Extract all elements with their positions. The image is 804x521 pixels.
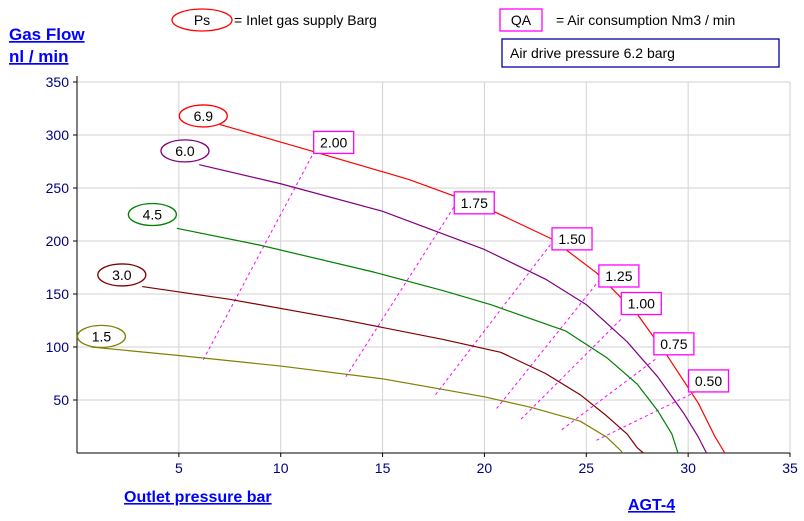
curve-label-text-1: 6.0 (175, 143, 195, 159)
qa-label-box-1 (453, 191, 495, 215)
y-tick-label-4: 250 (46, 180, 70, 196)
series-line-3-0 (142, 285, 644, 454)
series-line-1-5 (91, 346, 624, 454)
qa-label-text-3: 1.25 (605, 268, 632, 284)
qa-label-box-4 (620, 291, 662, 316)
qa-label-text-5: 0.75 (660, 336, 687, 352)
qa-label-text-2: 1.50 (558, 231, 585, 247)
qa-label-text-1: 1.75 (461, 195, 488, 211)
y-tick-label-2: 150 (46, 286, 70, 302)
qa-line-4 (520, 316, 624, 420)
qa-label-text-6: 0.50 (695, 373, 722, 389)
qa-line-5 (561, 357, 658, 431)
curve-label-ellipse-0 (178, 104, 228, 128)
qa-label-box-5 (653, 332, 695, 356)
ps-legend-text: = Inlet gas supply Barg (234, 12, 377, 28)
qa-line-6 (596, 392, 695, 441)
y-tick-label-5: 300 (46, 127, 70, 143)
legend-qa: QA = Air consumption Nm3 / min (499, 8, 735, 32)
legend-ps: Ps = Inlet gas supply Barg (171, 8, 377, 32)
curve-label-ellipse-2 (127, 202, 178, 227)
y-tick-label-0: 50 (53, 392, 69, 408)
y-tick-label-3: 200 (46, 233, 70, 249)
ps-key-label: Ps (194, 12, 210, 28)
air-drive-note-text: Air drive pressure 6.2 barg (510, 45, 675, 61)
qa-label-text-0: 2.00 (320, 134, 347, 150)
qa-label-text-4: 1.00 (628, 296, 655, 312)
x-tick-label-0: 5 (175, 460, 183, 476)
x-tick-label-4: 25 (578, 460, 594, 476)
y-tick-label-1: 100 (46, 339, 70, 355)
qa-key-label: QA (511, 12, 532, 28)
curve-label-ellipse-4 (76, 324, 127, 349)
x-axis-title: Outlet pressure bar (124, 489, 272, 506)
curve-label-ellipse-1 (160, 139, 210, 163)
x-tick-label-2: 15 (375, 460, 391, 476)
y-tick-label-6: 350 (46, 74, 70, 90)
series-line-4-5 (176, 227, 679, 454)
qa-label-box-6 (687, 369, 730, 393)
qa-label-box-2 (551, 227, 593, 251)
qa-line-2 (435, 242, 553, 396)
curve-label-text-2: 4.5 (143, 207, 163, 223)
x-tick-label-3: 20 (477, 460, 493, 476)
model-label: AGT-4 (628, 497, 675, 514)
ps-key-ellipse (171, 8, 233, 32)
curve-label-ellipse-3 (97, 263, 147, 287)
curve-label-text-0: 6.9 (194, 108, 214, 124)
x-tick-label-5: 30 (680, 460, 696, 476)
air-drive-note-box (501, 38, 780, 68)
x-tick-label-6: 35 (782, 460, 798, 476)
y-axis-title-line1: Gas Flow (9, 25, 85, 44)
qa-line-3 (496, 280, 599, 409)
qa-key-box (499, 8, 543, 32)
series-line-6-9 (219, 123, 726, 454)
x-tick-label-1: 10 (273, 460, 289, 476)
plot-area: 5 10 15 20 25 30 35 50 100 150 200 250 300 350 6.9 6.0 4… (46, 74, 798, 476)
qa-line-0 (202, 145, 318, 360)
qa-label-box-0 (313, 130, 355, 155)
curve-label-text-4: 1.5 (92, 328, 112, 344)
air-drive-note: Air drive pressure 6.2 barg (501, 38, 780, 68)
qa-legend-text: = Air consumption Nm3 / min (556, 12, 735, 28)
curve-label-text-3: 3.0 (112, 267, 132, 283)
qa-label-box-3 (598, 264, 640, 288)
y-axis-title-line2: nl / min (9, 47, 69, 66)
series-line-6-0 (199, 164, 708, 454)
